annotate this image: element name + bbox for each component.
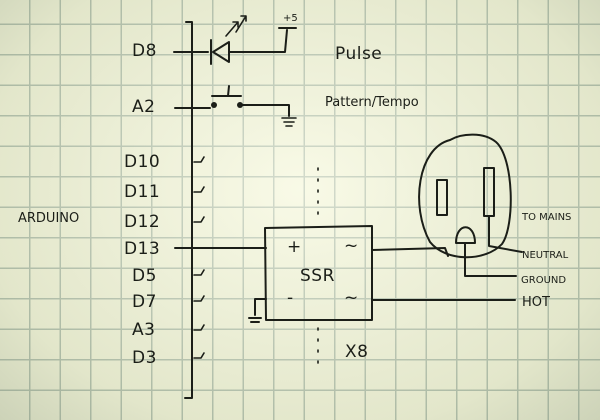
pin-label-d8: D8 <box>132 41 157 61</box>
ssr-ac1-label: ~ <box>344 236 359 256</box>
outlet-hot-slot <box>483 167 495 217</box>
pin-label-a3: A3 <box>132 320 156 340</box>
wire-switch-to-ground <box>239 104 290 117</box>
switch-contact-left <box>211 102 217 108</box>
led-label: Pulse <box>335 44 383 64</box>
pin-label-d5: D5 <box>132 266 157 286</box>
ssr-multiplier-label: X8 <box>345 342 369 362</box>
pin-label-d12: D12 <box>124 212 161 232</box>
switch-actuator <box>211 85 242 97</box>
pin-label-d10: D10 <box>124 152 161 172</box>
pin-label-d3: D3 <box>132 348 157 368</box>
wire-led-to-supply <box>228 29 288 53</box>
ssr-ac2-label: ~ <box>344 288 359 308</box>
outlet-face <box>418 133 512 259</box>
ssr-plus-label: + <box>287 237 302 257</box>
ssr-label: SSR <box>300 266 335 286</box>
outlet-neutral-slot <box>436 179 448 216</box>
ground-label: GROUND <box>521 275 567 286</box>
wire-neutral <box>488 215 523 253</box>
ssr-minus-label: - <box>287 288 294 308</box>
ground-symbol-switch <box>281 117 297 127</box>
pin-label-d11: D11 <box>124 182 161 202</box>
led-emission-arrow-1 <box>225 21 239 37</box>
to-mains-label: TO MAINS <box>522 212 572 223</box>
switch-label: Pattern/Tempo <box>325 95 419 110</box>
led-diode-symbol <box>212 41 230 63</box>
pin-stubs <box>193 156 205 359</box>
pin-label-d13: D13 <box>124 239 161 259</box>
hot-label: HOT <box>522 295 550 310</box>
pin-label-a2: A2 <box>132 97 156 117</box>
ssr-box <box>264 225 373 321</box>
pin-label-d7: D7 <box>132 292 157 312</box>
ground-symbol-ssr <box>248 298 267 323</box>
outlet-ground-hole <box>455 226 476 244</box>
arduino-board-outline <box>184 21 193 399</box>
neutral-label: NEUTRAL <box>522 250 569 261</box>
supply-label: +5 <box>283 13 298 24</box>
led-emission-arrow-2 <box>235 15 247 33</box>
wire-ground <box>464 242 517 277</box>
arduino-label: ARDUINO <box>18 211 80 226</box>
